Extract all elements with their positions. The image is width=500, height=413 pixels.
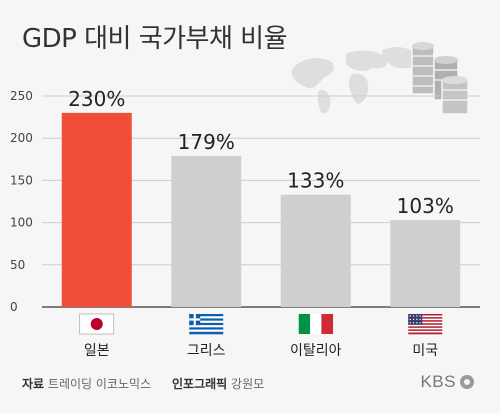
kbs-logo: KBS	[420, 372, 474, 392]
source-text: 트레이딩 이코노믹스	[47, 377, 152, 391]
value-label: 103%	[397, 194, 454, 218]
kbs-logo-text: KBS	[420, 372, 456, 391]
bar	[280, 194, 351, 307]
y-tick-label: 0	[10, 300, 18, 314]
bar	[390, 220, 461, 307]
kbs-logo-mark-icon	[460, 375, 474, 389]
source-label: 자료	[22, 377, 45, 391]
chart-title: GDP 대비 국가부채 비율	[22, 24, 288, 54]
source-note: 자료 트레이딩 이코노믹스	[22, 375, 151, 392]
category-label: 그리스	[187, 343, 226, 359]
value-label: 230%	[68, 87, 125, 111]
category-label: 이탈리아	[290, 343, 342, 359]
credit-text: 강원모	[231, 377, 265, 391]
y-tick-label: 150	[10, 173, 33, 187]
y-tick-label: 250	[10, 89, 33, 103]
credit-note: 인포그래픽 강원모	[172, 375, 264, 392]
category-label: 일본	[84, 343, 110, 359]
coin-stacks-icon	[411, 42, 469, 115]
bar	[61, 112, 132, 307]
y-tick-label: 200	[10, 131, 33, 145]
credit-label: 인포그래픽	[172, 377, 228, 391]
y-tick-label: 50	[10, 258, 25, 272]
y-tick-label: 100	[10, 216, 33, 230]
category-label: 미국	[412, 343, 438, 359]
greece-flag	[189, 314, 224, 335]
value-label: 179%	[178, 130, 235, 154]
value-label: 133%	[287, 169, 344, 193]
italy-flag	[298, 314, 334, 334]
usa-flag	[408, 314, 443, 335]
bar-chart: 0 50 100 150 200 250 230% 179% 133% 103% 일본 그리스 이탈…	[10, 87, 480, 359]
bar	[171, 155, 242, 307]
japan-flag	[79, 313, 115, 335]
